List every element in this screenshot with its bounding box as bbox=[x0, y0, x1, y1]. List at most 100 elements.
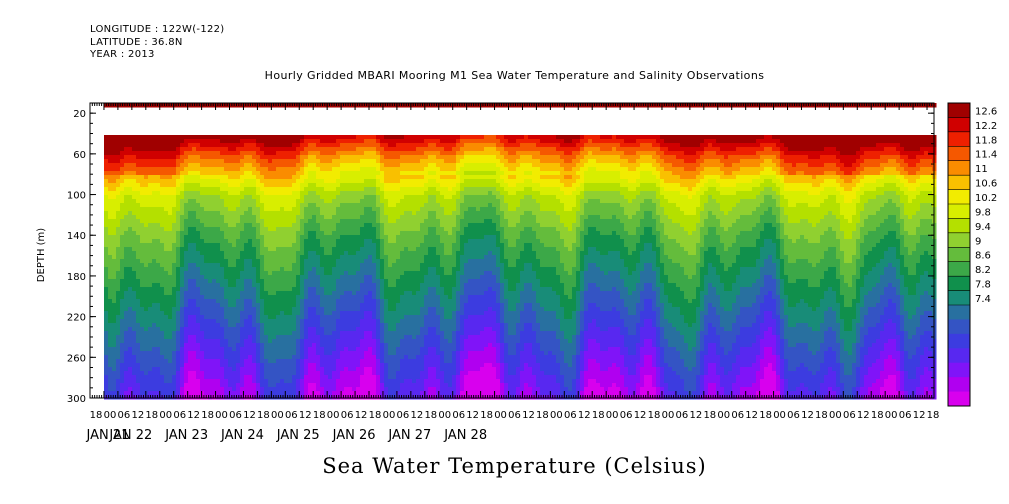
y-tick-label: 220 bbox=[67, 313, 86, 324]
x-hour-tick-label: 12 bbox=[466, 410, 479, 421]
x-hour-tick-label: 12 bbox=[299, 410, 312, 421]
x-hour-tick-label: 06 bbox=[452, 410, 465, 421]
x-hour-tick-label: 00 bbox=[550, 410, 563, 421]
x-hour-tick-label: 18 bbox=[145, 410, 158, 421]
x-hour-tick-label: 18 bbox=[313, 410, 326, 421]
colorbar-tick-label: 10.6 bbox=[975, 179, 997, 190]
colorbar-tick-label: 9.8 bbox=[975, 207, 991, 218]
colorbar-swatch bbox=[948, 218, 970, 234]
x-day-label: JAN 27 bbox=[387, 428, 431, 443]
x-hour-tick-label: 18 bbox=[592, 410, 605, 421]
colorbar-swatch bbox=[948, 146, 970, 162]
colorbar-swatch bbox=[948, 348, 970, 364]
x-hour-tick-label: 06 bbox=[285, 410, 298, 421]
x-hour-tick-label: 18 bbox=[648, 410, 661, 421]
x-day-label: JAN 28 bbox=[443, 428, 487, 443]
colorbar-tick-label: 11.8 bbox=[975, 135, 997, 146]
x-hour-tick-label: 06 bbox=[731, 410, 744, 421]
year-label: YEAR : 2013 bbox=[90, 49, 155, 60]
temperature-field bbox=[104, 103, 937, 400]
colorbar-swatch bbox=[948, 362, 970, 378]
x-hour-tick-label: 18 bbox=[480, 410, 493, 421]
x-hour-tick-label: 06 bbox=[118, 410, 131, 421]
x-hour-tick-label: 06 bbox=[341, 410, 354, 421]
colorbar-tick-label: 12.2 bbox=[975, 121, 997, 132]
colorbar-swatch bbox=[948, 103, 970, 118]
x-hour-tick-label: 00 bbox=[159, 410, 172, 421]
x-hour-tick-label: 12 bbox=[187, 410, 200, 421]
x-hour-tick-label: 12 bbox=[522, 410, 535, 421]
x-hour-tick-label: 18 bbox=[257, 410, 270, 421]
x-hour-tick-label: 00 bbox=[271, 410, 284, 421]
x-day-label: JAN 22 bbox=[108, 428, 152, 443]
colorbar-swatch bbox=[948, 247, 970, 263]
x-hour-tick-label: 06 bbox=[229, 410, 242, 421]
colorbar-swatch bbox=[948, 189, 970, 205]
x-hour-tick-label: 06 bbox=[564, 410, 577, 421]
x-hour-tick-label: 06 bbox=[843, 410, 856, 421]
y-tick-label: 60 bbox=[73, 150, 86, 161]
x-hour-tick-label: 00 bbox=[662, 410, 675, 421]
colorbar-swatch bbox=[948, 232, 970, 248]
x-hour-tick-label: 00 bbox=[606, 410, 619, 421]
colorbar-swatch bbox=[948, 319, 970, 335]
x-day-label: JAN 23 bbox=[164, 428, 208, 443]
x-hour-tick-label: 06 bbox=[787, 410, 800, 421]
colorbar-swatch bbox=[948, 131, 970, 147]
y-tick-label: 180 bbox=[67, 272, 86, 283]
x-hour-tick-label: 00 bbox=[438, 410, 451, 421]
x-hour-tick-label: 12 bbox=[355, 410, 368, 421]
x-hour-tick-label: 00 bbox=[885, 410, 898, 421]
y-axis-label: DEPTH (m) bbox=[36, 228, 47, 282]
x-hour-tick-label: 06 bbox=[173, 410, 186, 421]
colorbar-swatch bbox=[948, 391, 970, 407]
x-hour-tick-label: 18 bbox=[369, 410, 382, 421]
colorbar-swatch bbox=[948, 276, 970, 292]
y-tick-label: 100 bbox=[67, 191, 86, 202]
x-hour-tick-label: 00 bbox=[773, 410, 786, 421]
x-hour-tick-label: 12 bbox=[410, 410, 423, 421]
colorbar-tick-label: 10.2 bbox=[975, 193, 997, 204]
x-hour-tick-label: 18 bbox=[871, 410, 884, 421]
x-hour-tick-label: 06 bbox=[508, 410, 521, 421]
x-day-label: JAN 24 bbox=[220, 428, 264, 443]
y-tick-label: 260 bbox=[67, 353, 86, 364]
y-tick-label: 20 bbox=[73, 109, 86, 120]
x-hour-tick-label: 18 bbox=[90, 410, 103, 421]
colorbar-swatch bbox=[948, 333, 970, 349]
x-hour-tick-label: 00 bbox=[717, 410, 730, 421]
x-hour-tick-label: 12 bbox=[745, 410, 758, 421]
chart-title: Hourly Gridded MBARI Mooring M1 Sea Wate… bbox=[264, 69, 765, 82]
x-hour-tick-label: 18 bbox=[815, 410, 828, 421]
x-hour-tick-label: 12 bbox=[578, 410, 591, 421]
colorbar-swatch bbox=[948, 204, 970, 219]
x-hour-tick-label: 06 bbox=[676, 410, 689, 421]
x-hour-tick-label: 12 bbox=[634, 410, 647, 421]
x-hour-tick-label: 12 bbox=[801, 410, 814, 421]
x-hour-tick-label: 18 bbox=[703, 410, 716, 421]
colorbar-swatch bbox=[948, 175, 970, 191]
x-hour-tick-label: 06 bbox=[899, 410, 912, 421]
colorbar-swatch bbox=[948, 305, 970, 320]
colorbar-tick-label: 9.4 bbox=[975, 222, 991, 233]
x-hour-tick-label: 00 bbox=[327, 410, 340, 421]
x-hour-tick-label: 12 bbox=[131, 410, 144, 421]
y-tick-label: 300 bbox=[67, 394, 86, 405]
x-hour-tick-label: 12 bbox=[243, 410, 256, 421]
x-hour-tick-label: 18 bbox=[201, 410, 214, 421]
colorbar-tick-label: 7.4 bbox=[975, 294, 991, 305]
colorbar-tick-label: 7.8 bbox=[975, 280, 991, 291]
colorbar-swatch bbox=[948, 290, 970, 306]
x-hour-tick-label: 18 bbox=[536, 410, 549, 421]
colorbar-tick-label: 8.2 bbox=[975, 265, 991, 276]
x-hour-tick-label: 12 bbox=[913, 410, 926, 421]
latitude-label: LATITUDE : 36.8N bbox=[90, 37, 183, 48]
x-day-label: JAN 21 bbox=[86, 428, 130, 443]
x-hour-tick-label: 06 bbox=[620, 410, 633, 421]
x-day-label: JAN 26 bbox=[332, 428, 376, 443]
x-hour-tick-label: 00 bbox=[829, 410, 842, 421]
x-day-label: JAN 25 bbox=[276, 428, 320, 443]
x-hour-tick-label: 00 bbox=[383, 410, 396, 421]
x-hour-tick-label: 00 bbox=[104, 410, 117, 421]
